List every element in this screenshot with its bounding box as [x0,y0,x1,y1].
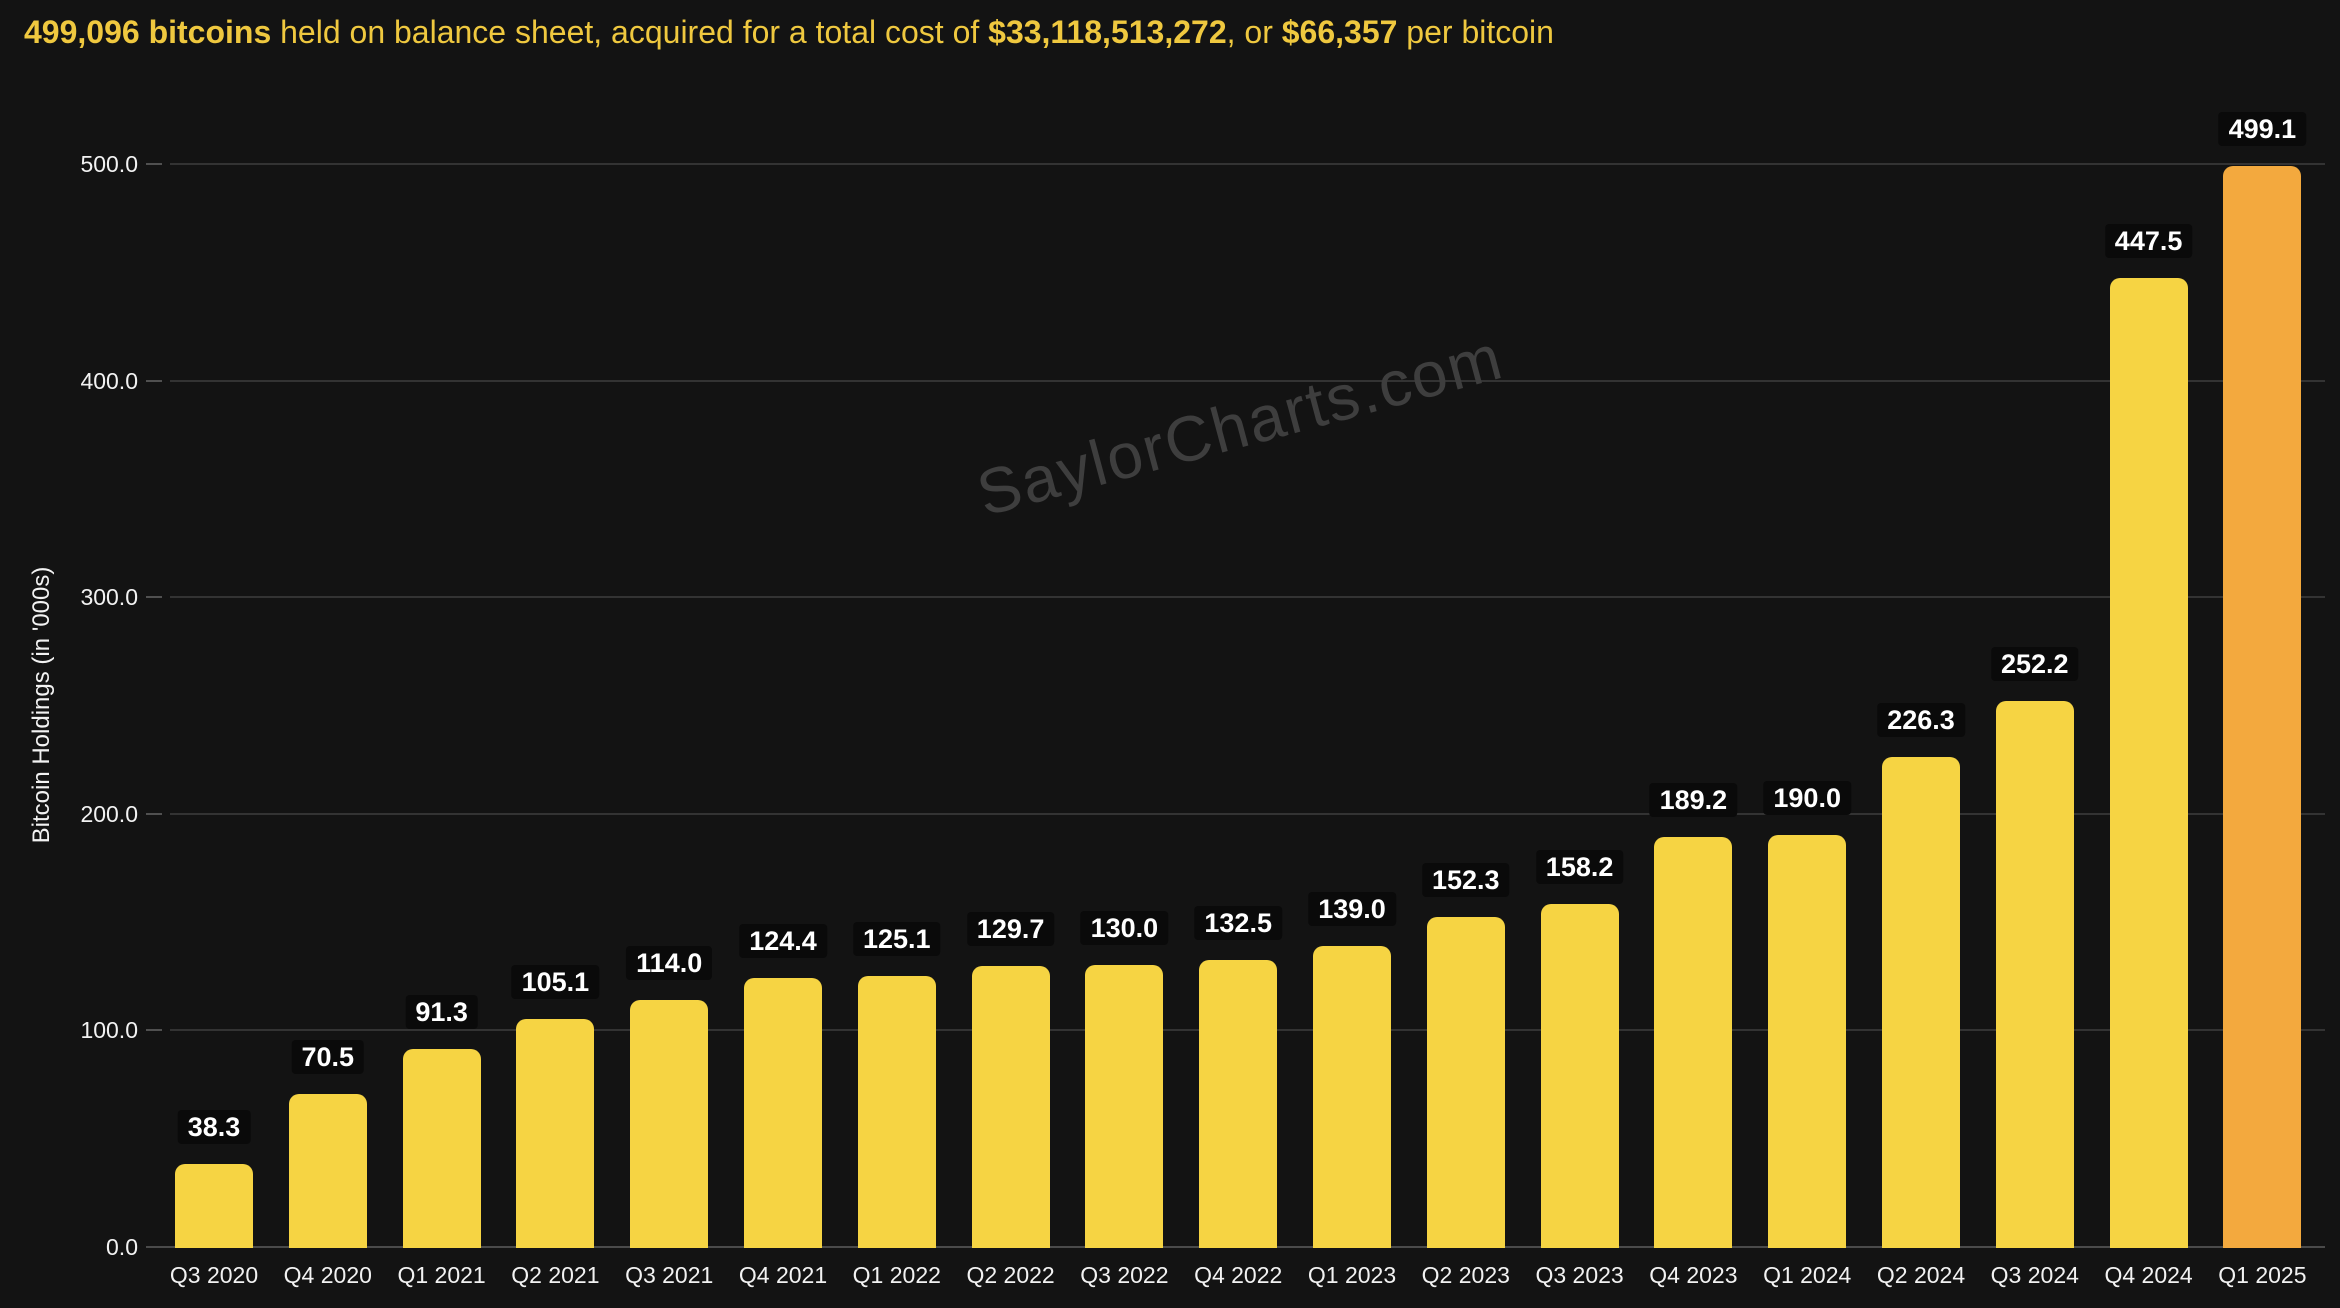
bar-q1-2024 [1768,835,1846,1248]
bar-value-label: 70.5 [291,1040,365,1074]
bar-q3-2023 [1541,904,1619,1248]
x-tick-label: Q1 2025 [2218,1262,2307,1288]
bar-value-label: 114.0 [626,946,713,980]
bar-q4-2022 [1199,960,1277,1248]
bar-q4-2021 [744,978,822,1248]
x-tick-label: Q4 2022 [1194,1262,1283,1288]
bar-q4-2023 [1654,837,1732,1248]
gridline-300 [170,596,2325,598]
bar-value-label: 132.5 [1194,906,1282,940]
title-total-cost: $33,118,513,272 [988,14,1227,50]
bar-q4-2020 [289,1094,367,1248]
bar-value-label: 129.7 [966,912,1055,946]
x-tick-label: Q2 2022 [966,1262,1055,1288]
bar-q3-2022 [1085,965,1163,1248]
bar-q2-2021 [516,1019,594,1248]
x-tick-label: Q2 2023 [1421,1262,1510,1288]
y-tick-mark [146,813,162,815]
bar-q3-2024 [1996,701,2074,1248]
x-tick-label: Q4 2021 [738,1262,828,1288]
x-tick-label: Q4 2024 [2104,1262,2193,1288]
y-tick-label: 200.0 [80,801,138,827]
x-tick-label: Q2 2024 [1876,1262,1966,1288]
y-tick-label: 300.0 [80,584,138,610]
bar-value-label: 189.2 [1649,783,1738,817]
x-tick-label: Q3 2021 [625,1262,714,1288]
bar-value-label: 91.3 [405,995,478,1029]
bar-value-label: 105.1 [511,965,600,999]
y-tick-label: 0.0 [106,1234,138,1260]
bar-value-label: 130.0 [1080,911,1169,945]
bar-value-label: 38.3 [177,1110,251,1144]
watermark: SaylorCharts.com [969,320,1511,530]
title-text-1: held on balance sheet, acquired for a to… [271,14,989,50]
bar-q2-2024 [1882,757,1960,1248]
gridline-200 [170,813,2325,815]
bar-value-label: 139.0 [1308,892,1396,926]
y-tick-mark [146,1029,162,1031]
bar-value-label: 152.3 [1422,863,1510,897]
x-tick-label: Q2 2021 [511,1262,600,1288]
y-tick-mark [146,163,162,165]
x-tick-label: Q1 2023 [1307,1262,1397,1288]
title-total-bitcoins: 499,096 bitcoins [24,14,272,50]
bar-value-label: 158.2 [1535,850,1624,884]
y-tick-label: 400.0 [80,368,138,394]
bar-q1-2021 [403,1049,481,1248]
bar-value-label: 125.1 [853,922,941,956]
bar-value-label: 124.4 [739,924,827,958]
x-tick-label: Q3 2023 [1535,1262,1624,1288]
bar-value-label: 499.1 [2218,112,2307,146]
x-tick-label: Q3 2022 [1080,1262,1169,1288]
y-tick-label: 500.0 [80,151,138,177]
gridline-400 [170,380,2325,382]
chart-title: 499,096 bitcoins held on balance sheet, … [24,10,1554,54]
bar-value-label: 226.3 [1877,703,1965,737]
y-tick-label: 100.0 [80,1017,138,1043]
bar-q2-2022 [972,966,1050,1248]
bar-q3-2020 [175,1164,253,1248]
x-tick-label: Q3 2024 [1990,1262,2079,1288]
x-tick-label: Q1 2021 [397,1262,486,1288]
bar-value-label: 190.0 [1763,781,1851,815]
title-text-2: , or [1226,14,1282,50]
bar-q3-2021 [630,1000,708,1248]
bar-value-label: 252.2 [1991,647,2079,681]
gridline-500 [170,163,2325,165]
bar-q1-2023 [1313,946,1391,1248]
x-tick-label: Q1 2024 [1763,1262,1852,1288]
bar-value-label: 447.5 [2104,224,2193,258]
x-tick-label: Q4 2023 [1649,1262,1738,1288]
bar-q4-2024 [2110,278,2188,1248]
bar-q2-2023 [1427,917,1505,1248]
x-tick-label: Q3 2020 [169,1262,259,1288]
y-tick-mark [146,596,162,598]
bar-q1-2025 [2223,166,2301,1248]
bar-q1-2022 [858,976,936,1248]
x-tick-label: Q4 2020 [283,1262,372,1288]
y-tick-mark [146,380,162,382]
x-tick-label: Q1 2022 [852,1262,941,1288]
title-cost-per-bitcoin: $66,357 [1281,14,1398,50]
title-text-3: per bitcoin [1397,14,1554,50]
